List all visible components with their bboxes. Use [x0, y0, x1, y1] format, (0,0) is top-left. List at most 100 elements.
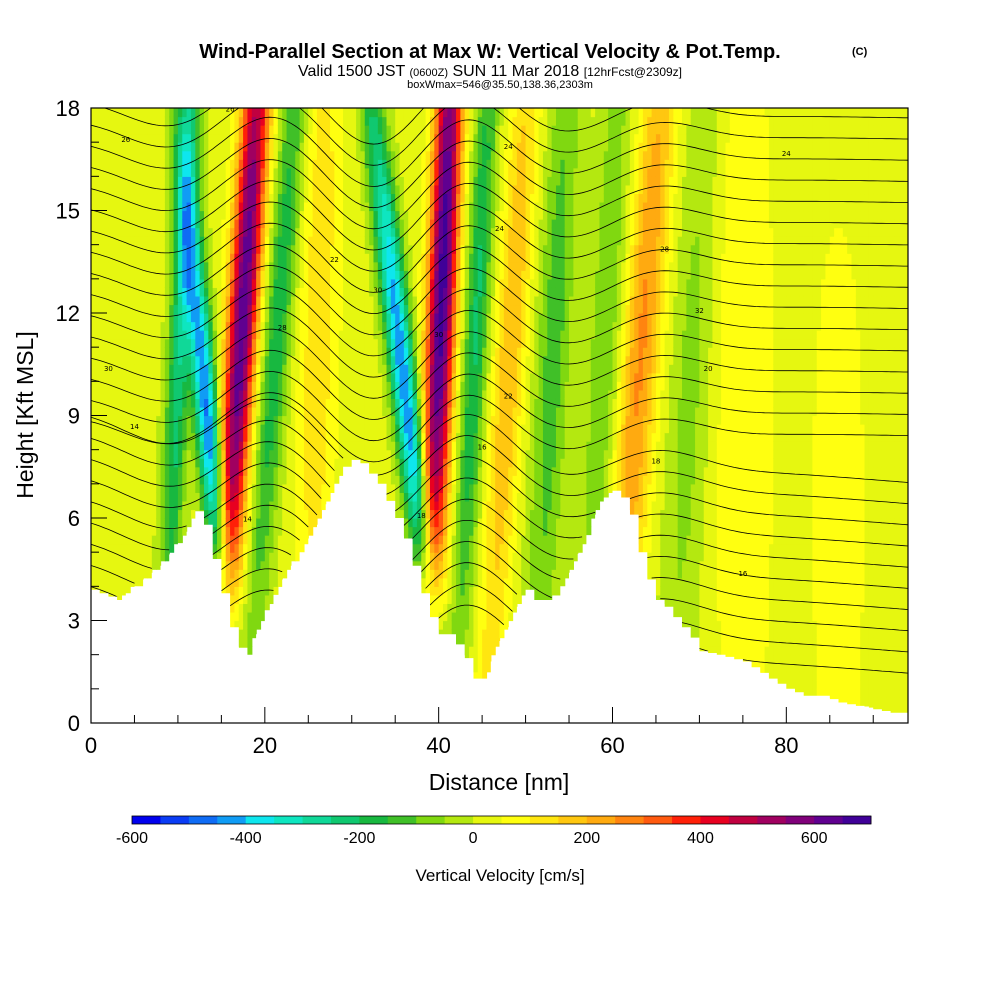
velocity-cell: [286, 313, 292, 323]
velocity-cell: [460, 313, 466, 323]
velocity-cell: [117, 432, 123, 442]
velocity-cell: [238, 475, 244, 485]
velocity-cell: [399, 492, 405, 502]
velocity-cell: [403, 389, 409, 400]
velocity-cell: [334, 193, 340, 203]
velocity-cell: [386, 424, 392, 434]
velocity-cell: [347, 270, 353, 280]
velocity-cell: [438, 201, 444, 212]
velocity-cell: [282, 287, 288, 297]
velocity-cell: [190, 381, 196, 391]
velocity-cell: [195, 389, 201, 400]
velocity-cell: [95, 441, 101, 451]
velocity-cell: [91, 569, 96, 579]
velocity-cell: [477, 381, 483, 391]
velocity-cell: [251, 629, 257, 639]
velocity-cell: [382, 184, 388, 195]
velocity-cell: [260, 244, 266, 254]
velocity-cell: [464, 466, 470, 476]
velocity-cell: [203, 372, 209, 382]
velocity-cell: [117, 492, 123, 502]
velocity-cell: [477, 389, 483, 400]
velocity-cell: [390, 449, 396, 459]
velocity-cell: [134, 261, 140, 271]
velocity-cell: [443, 338, 448, 348]
velocity-cell: [447, 313, 453, 323]
velocity-cell: [164, 432, 170, 442]
velocity-cell: [147, 509, 153, 519]
velocity-cell: [238, 483, 244, 493]
velocity-cell: [112, 133, 118, 143]
velocity-cell: [177, 253, 183, 263]
velocity-cell: [277, 261, 283, 271]
velocity-cell: [460, 543, 466, 553]
velocity-cell: [443, 424, 448, 434]
velocity-cell: [330, 415, 335, 425]
velocity-cell: [347, 219, 353, 229]
velocity-cell: [303, 355, 309, 365]
velocity-cell: [408, 193, 414, 203]
velocity-cell: [147, 227, 153, 237]
velocity-cell: [104, 347, 109, 357]
velocity-cell: [429, 569, 435, 579]
velocity-cell: [286, 406, 292, 417]
velocity-cell: [234, 330, 240, 340]
velocity-cell: [308, 313, 314, 323]
velocity-cell: [260, 193, 266, 203]
velocity-cell: [143, 381, 149, 391]
velocity-cell: [130, 458, 136, 468]
velocity-cell: [482, 518, 488, 528]
velocity-cell: [408, 500, 414, 511]
velocity-cell: [447, 116, 453, 126]
velocity-cell: [104, 441, 109, 451]
velocity-cell: [143, 321, 149, 331]
velocity-cell: [121, 330, 127, 340]
velocity-cell: [360, 355, 366, 365]
velocity-cell: [469, 535, 475, 545]
velocity-cell: [156, 108, 162, 118]
velocity-cell: [456, 629, 461, 639]
velocity-cell: [225, 176, 231, 186]
velocity-cell: [486, 406, 492, 417]
velocity-cell: [473, 201, 479, 212]
velocity-cell: [377, 150, 383, 160]
velocity-cell: [421, 313, 427, 323]
velocity-cell: [117, 244, 123, 254]
velocity-cell: [251, 552, 257, 562]
velocity-cell: [95, 227, 101, 237]
velocity-cell: [186, 304, 192, 314]
velocity-cell: [282, 201, 288, 212]
velocity-cell: [260, 475, 266, 485]
velocity-cell: [308, 509, 314, 519]
velocity-cell: [451, 176, 457, 186]
velocity-cell: [225, 253, 231, 263]
velocity-cell: [234, 594, 240, 605]
velocity-cell: [286, 125, 292, 135]
velocity-cell: [325, 449, 331, 459]
velocity-cell: [312, 108, 318, 118]
velocity-cell: [434, 458, 440, 468]
velocity-cell: [160, 287, 166, 297]
velocity-cell: [130, 236, 136, 246]
velocity-cell: [282, 142, 288, 152]
velocity-cell: [260, 270, 266, 280]
velocity-cell: [295, 338, 301, 348]
velocity-cell: [269, 475, 275, 485]
velocity-cell: [225, 142, 231, 152]
velocity-cell: [416, 424, 422, 434]
velocity-cell: [121, 432, 127, 442]
velocity-cell: [429, 287, 435, 297]
velocity-cell: [134, 287, 140, 297]
velocity-cell: [221, 304, 227, 314]
velocity-cell: [451, 159, 457, 169]
velocity-cell: [221, 372, 227, 382]
velocity-cell: [438, 364, 444, 374]
velocity-cell: [117, 159, 123, 169]
velocity-cell: [403, 176, 409, 186]
velocity-cell: [303, 313, 309, 323]
velocity-cell: [451, 321, 457, 331]
velocity-cell: [464, 415, 470, 425]
velocity-cell: [108, 219, 114, 229]
velocity-cell: [234, 142, 240, 152]
velocity-cell: [230, 535, 236, 545]
